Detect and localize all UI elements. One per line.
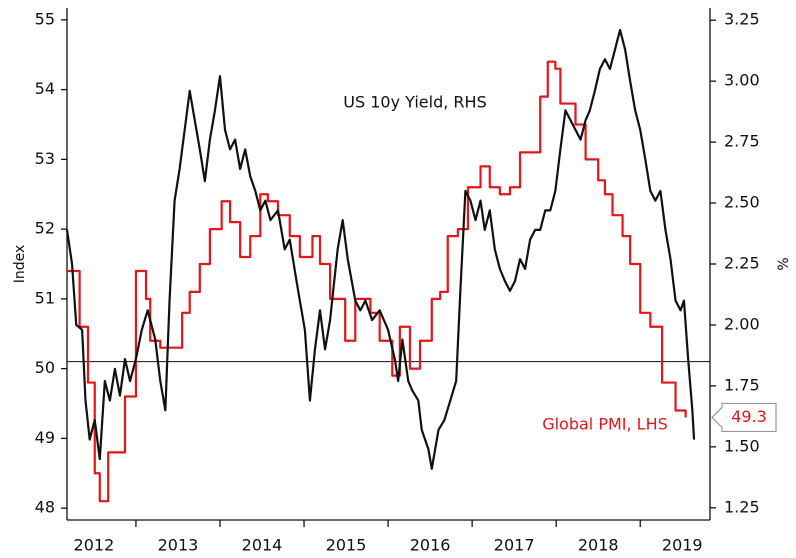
x-tick-label: 2017 <box>494 536 535 555</box>
y2-tick-label: 3.25 <box>724 10 760 29</box>
series-line <box>67 60 687 503</box>
y-tick-label: 51 <box>35 288 55 307</box>
y-axis-label: Index <box>12 245 28 284</box>
series-label: Global PMI, LHS <box>542 415 668 434</box>
y-tick-label: 48 <box>35 498 55 517</box>
y-tick-label: 52 <box>35 219 55 238</box>
y-tick-label: 50 <box>35 358 55 377</box>
y2-tick-label: 2.75 <box>724 132 760 151</box>
y2-tick-label: 1.75 <box>724 375 760 394</box>
y-tick-label: 53 <box>35 149 55 168</box>
x-tick-label: 2018 <box>578 536 619 555</box>
callout-box <box>711 402 777 433</box>
series-line <box>65 28 696 470</box>
y-tick-label: 54 <box>35 79 55 98</box>
y2-axis-label: % <box>776 257 792 270</box>
y2-tick-label: 2.25 <box>724 254 760 273</box>
y-tick-label: 55 <box>35 9 55 28</box>
x-tick-label: 2019 <box>662 536 703 555</box>
y2-tick-label: 2.00 <box>724 314 760 333</box>
y2-tick-label: 2.50 <box>724 193 760 212</box>
x-tick-label: 2013 <box>158 536 199 555</box>
y2-tick-label: 1.25 <box>724 497 760 516</box>
x-tick-label: 2012 <box>74 536 115 555</box>
y-tick-label: 49 <box>35 428 55 447</box>
y2-tick-label: 3.00 <box>724 71 760 90</box>
callout-label: 49.3 <box>731 407 767 426</box>
y2-tick-label: 1.50 <box>724 436 760 455</box>
series-label: US 10y Yield, RHS <box>343 93 486 112</box>
x-tick-label: 2014 <box>242 536 283 555</box>
x-tick-label: 2016 <box>410 536 451 555</box>
x-tick-label: 2015 <box>326 536 367 555</box>
